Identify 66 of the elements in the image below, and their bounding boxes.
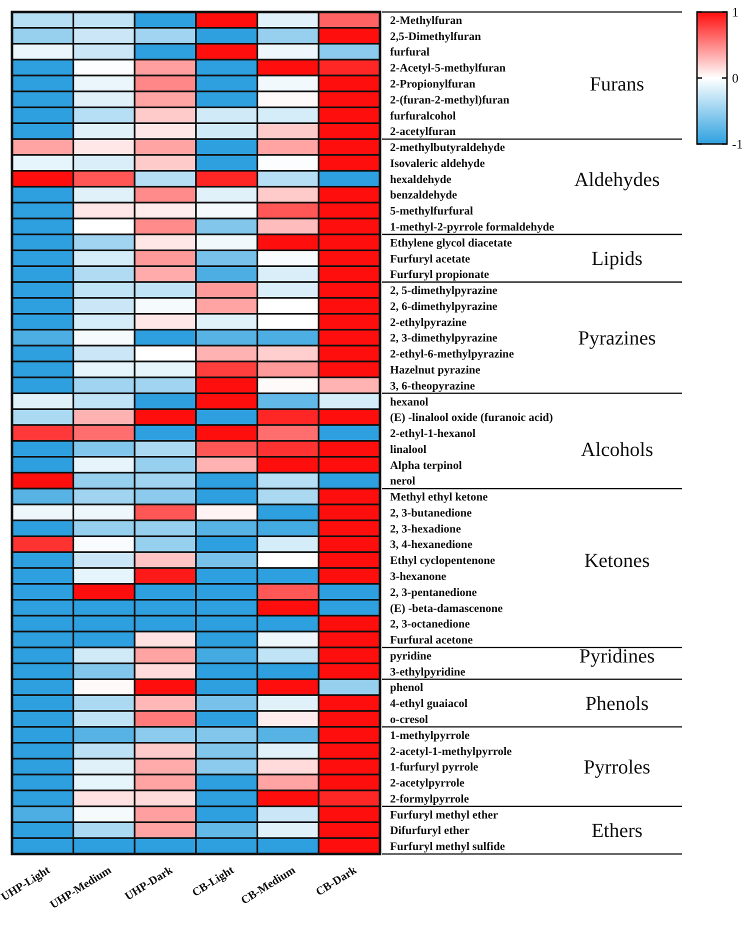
y-tick-label: 2, 3-octanedione xyxy=(390,618,470,631)
y-tick-label: Furfural acetone xyxy=(390,634,473,647)
y-tick-label: 2-acetyl-1-methylpyrrole xyxy=(390,746,512,758)
y-tick-label: furfural xyxy=(390,46,430,59)
y-tick-label: linalool xyxy=(390,444,426,456)
y2-tick-label: Pyridines xyxy=(579,645,655,668)
y-tick-label: 5-methylfurfural xyxy=(390,206,474,218)
y-tick-label: benzaldehyde xyxy=(390,190,458,202)
color-bar-label: -1 xyxy=(732,136,743,152)
y-tick-label: 2, 3-hexadione xyxy=(390,523,461,536)
y-tick-label: 2-(furan-2-methyl)furan xyxy=(390,94,510,106)
y-tick-label: 2-Propionylfuran xyxy=(390,78,476,91)
y2-tick-label: Aldehydes xyxy=(574,168,660,191)
color-bar-label: 1 xyxy=(732,4,738,20)
y-tick-label: 2, 3-dimethylpyrazine xyxy=(390,332,498,345)
y2-tick-label: Ketones xyxy=(584,550,650,572)
y-tick-label: 1-methylpyrrole xyxy=(390,730,470,742)
y-tick-label: 2, 5-dimethylpyrazine xyxy=(390,285,498,298)
y-tick-label: 2-Acetyl-5-methylfuran xyxy=(390,62,506,75)
y-tick-label: hexanol xyxy=(390,396,428,408)
y-tick-label: Ethylene glycol diacetate xyxy=(390,237,512,250)
y-tick-label: 2-ethyl-1-hexanol xyxy=(390,428,476,440)
y-tick-label: 2, 3-butanedione xyxy=(390,507,472,520)
y2-tick-label: Ethers xyxy=(591,820,643,842)
y-tick-label: 2, 6-dimethylpyrazine xyxy=(390,300,498,313)
y-tick-label: Difurfuryl ether xyxy=(390,825,470,838)
y-tick-label: 2-methylbutyraldehyde xyxy=(390,142,505,154)
y-tick-label: Furfuryl methyl sulfide xyxy=(390,841,505,854)
y-tick-label: 3, 4-hexanedione xyxy=(390,539,472,552)
y2-tick-label: Lipids xyxy=(591,248,643,270)
y-tick-label: phenol xyxy=(390,682,424,694)
y-tick-label: 2-acetylfuran xyxy=(390,126,456,138)
y-tick-label: 2-formylpyrrole xyxy=(390,793,469,806)
y-tick-label: 2-ethyl-6-methylpyrazine xyxy=(390,348,514,361)
y-tick-label: Furfuryl acetate xyxy=(390,253,470,266)
y-tick-label: Alpha terpinol xyxy=(390,460,462,472)
y-tick-label: 2-Methylfuran xyxy=(390,14,463,27)
y-tick-label: Isovaleric aldehyde xyxy=(390,158,485,170)
y-tick-label: Methyl ethyl ketone xyxy=(390,492,488,504)
y-tick-label: 3-hexanone xyxy=(390,571,446,584)
y-tick-label: Furfuryl methyl ether xyxy=(390,809,498,822)
y-tick-label: pyridine xyxy=(390,650,432,662)
y-tick-label: 3, 6-theopyrazine xyxy=(390,380,475,392)
y-tick-label: 3-ethylpyridine xyxy=(390,666,466,678)
y2-tick-label: Pyrroles xyxy=(584,756,651,779)
y-tick-label: furfuralcohol xyxy=(390,110,456,122)
y2-tick-label: Pyrazines xyxy=(578,328,656,350)
y-tick-label: Ethyl cyclopentenone xyxy=(390,555,496,568)
y2-tick-label: Alcohols xyxy=(580,438,654,461)
y-tick-label: 2, 3-pentanedione xyxy=(390,586,477,599)
y-tick-label: (E) -beta-damascenone xyxy=(390,602,503,615)
y-tick-label: 2-ethylpyrazine xyxy=(390,316,467,329)
y-tick-label: 1-methyl-2-pyrrole formaldehyde xyxy=(390,221,554,234)
y-tick-label: Furfuryl propionate xyxy=(390,269,490,282)
y-tick-label: hexaldehyde xyxy=(390,174,452,186)
color-bar-label: 0 xyxy=(732,70,738,86)
y-tick-label: 1-furfuryl pyrrole xyxy=(390,762,478,774)
y2-tick-label: Furans xyxy=(590,73,644,96)
y-tick-label: 4-ethyl guaiacol xyxy=(390,698,468,710)
y-tick-label: (E) -linalool oxide (furanoic acid) xyxy=(390,412,554,424)
y-tick-label: 2-acetylpyrrole xyxy=(390,778,465,790)
y-tick-label: nerol xyxy=(390,476,416,488)
y-tick-label: Hazelnut pyrazine xyxy=(390,364,480,376)
y2-tick-label: Phenols xyxy=(585,693,649,716)
y-tick-label: 2,5-Dimethylfuran xyxy=(390,30,482,43)
y-tick-label: o-cresol xyxy=(390,714,428,726)
